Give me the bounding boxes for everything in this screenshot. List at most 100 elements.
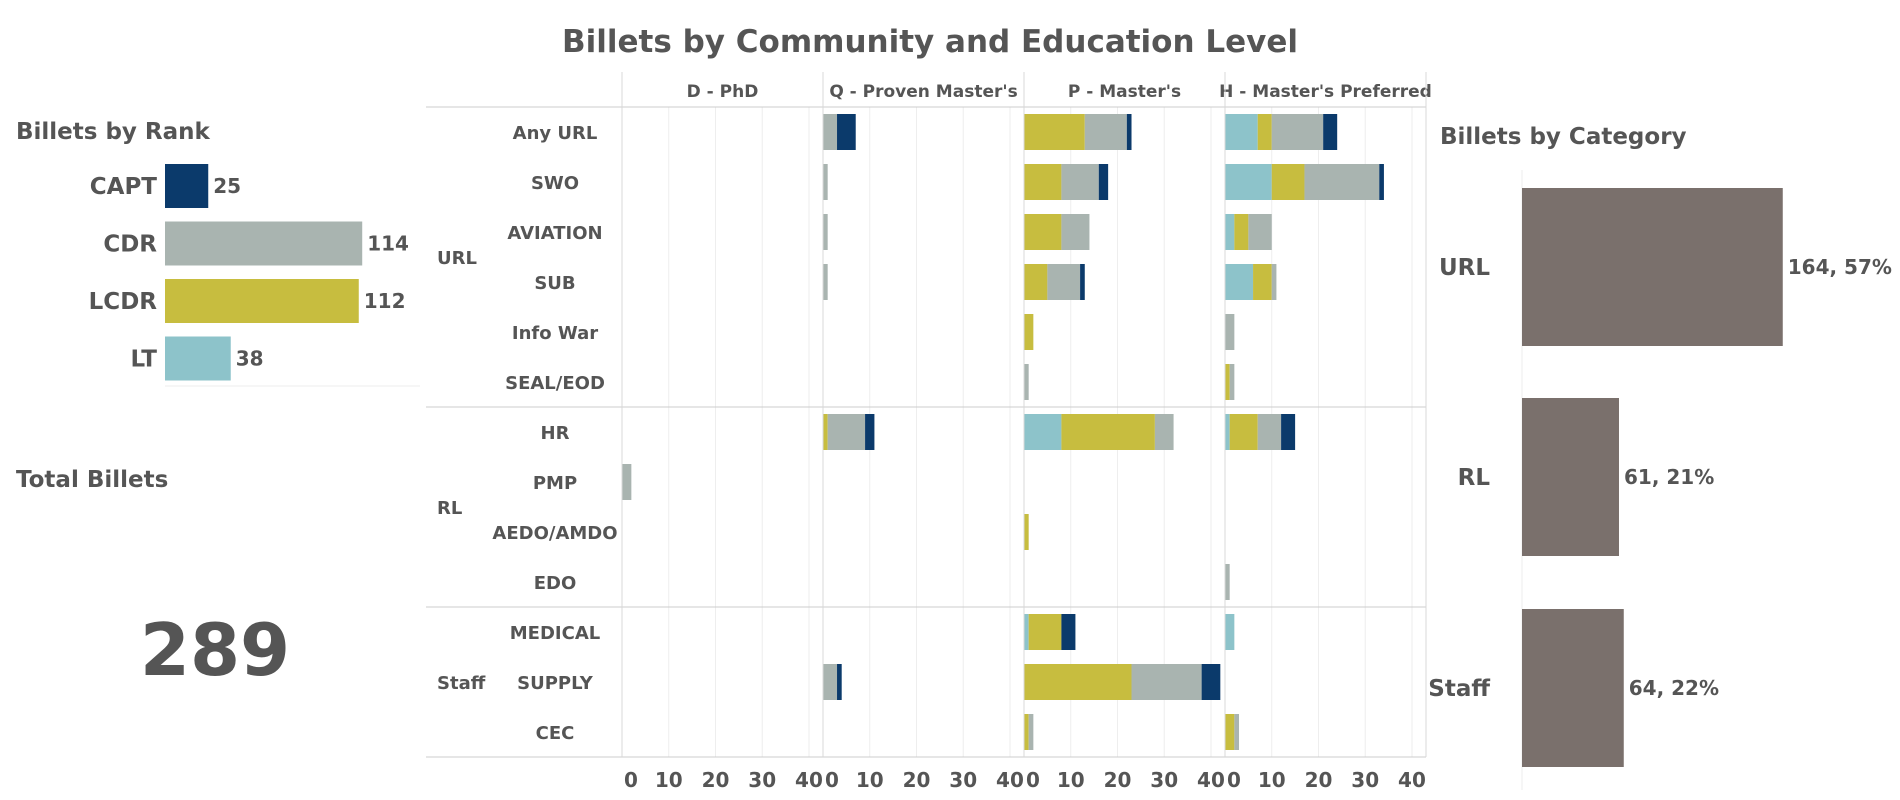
bar-segment-lcdr	[1024, 264, 1048, 300]
community-education-chart: D - PhD Q - Proven Master's P - Master's H …	[426, 72, 1432, 792]
bar-segment-capt	[1061, 614, 1076, 650]
bar-segment-cdr	[1271, 114, 1324, 150]
bar-segment-capt	[1080, 264, 1085, 300]
bar-segment-lcdr	[1024, 114, 1085, 150]
category-bar-staff	[1522, 609, 1624, 767]
bar-segment-cdr	[1084, 114, 1127, 150]
rank-chart: CAPT 25 CDR 114 LCDR 112 LT 38	[89, 164, 420, 387]
bar-segment-cdr	[1225, 314, 1235, 350]
bar-segment-cdr	[1257, 414, 1282, 450]
bar-segment-lcdr	[823, 414, 828, 450]
bar-segment-cdr	[1154, 414, 1174, 450]
category-value-url: 164, 57%	[1788, 255, 1892, 279]
bar-segment-lcdr	[1024, 314, 1034, 350]
bar-segment-cdr	[823, 214, 828, 250]
rank-label-capt: CAPT	[90, 174, 158, 200]
axis-tick-label: 40	[795, 768, 823, 792]
axis-tick-label: 30	[748, 768, 776, 792]
bar-segment-cdr	[1225, 564, 1230, 600]
bar-segment-cdr	[1271, 264, 1277, 300]
bar-segment-lcdr	[1061, 414, 1155, 450]
axis-tick-label: 10	[1057, 768, 1085, 792]
bar-segment-cdr	[823, 164, 828, 200]
axis-tick-label: 20	[903, 768, 931, 792]
axis-tick-label: 40	[1197, 768, 1225, 792]
total-billets-value: 289	[140, 608, 290, 692]
bar-segment-lcdr	[1234, 214, 1249, 250]
rank-panel-title: Billets by Rank	[16, 119, 211, 145]
group-label: RL	[437, 498, 462, 519]
rank-label-lt: LT	[130, 347, 157, 373]
axis-tick-label: 30	[1351, 768, 1379, 792]
row-label: SWO	[531, 173, 579, 194]
bar-segment-lt	[1225, 214, 1235, 250]
axis-tick-label: 10	[655, 768, 683, 792]
bar-segment-cdr	[1131, 664, 1202, 700]
axis-tick-label: 0	[825, 768, 839, 792]
axis-tick-label: 0	[1026, 768, 1040, 792]
bar-segment-capt	[837, 664, 842, 700]
bar-segment-lcdr	[1229, 414, 1258, 450]
rank-bar-lt	[165, 336, 231, 381]
category-label-rl: RL	[1458, 465, 1491, 491]
bar-segment-capt	[1126, 114, 1132, 150]
bar-segment-lt	[1024, 614, 1029, 650]
row-label: AVIATION	[507, 223, 602, 244]
row-label: HR	[541, 423, 570, 444]
category-label-staff: Staff	[1428, 676, 1490, 702]
bar-segment-lt	[1225, 264, 1254, 300]
bar-segment-lcdr	[1024, 164, 1062, 200]
bar-segment-cdr	[1061, 214, 1090, 250]
rank-value-capt: 25	[213, 174, 241, 198]
column-header-2: P - Master's	[1068, 82, 1181, 102]
row-label: Info War	[512, 323, 598, 344]
column-header-1: Q - Proven Master's	[829, 82, 1017, 102]
row-label: AEDO/AMDO	[492, 523, 617, 544]
rank-bar-capt	[165, 164, 209, 208]
bar-segment-cdr	[1304, 164, 1380, 200]
row-label: MEDICAL	[510, 623, 600, 644]
rank-bar-cdr	[165, 221, 363, 266]
rank-value-lt: 38	[236, 347, 264, 371]
axis-tick-label: 40	[1398, 768, 1426, 792]
bar-segment-cdr	[823, 264, 828, 300]
axis-tick-label: 0	[1227, 768, 1241, 792]
bar-segment-cdr	[823, 664, 838, 700]
row-label: Any URL	[513, 123, 598, 144]
row-label: SEAL/EOD	[505, 373, 605, 394]
bar-segment-lcdr	[1257, 114, 1272, 150]
bar-segment-cdr	[1234, 714, 1240, 750]
total-panel-title: Total Billets	[16, 467, 168, 493]
category-chart: URL 164, 57% RL 61, 21% Staff 64, 22%	[1428, 170, 1892, 790]
bar-segment-cdr	[1061, 164, 1099, 200]
bar-segment-lcdr	[1024, 514, 1029, 550]
bar-segment-cdr	[622, 464, 632, 500]
row-label: SUPPLY	[517, 673, 594, 694]
category-bar-url	[1522, 188, 1783, 346]
category-value-rl: 61, 21%	[1624, 465, 1714, 489]
bar-segment-capt	[1201, 664, 1221, 700]
bar-segment-lcdr	[1024, 214, 1062, 250]
bar-segment-cdr	[827, 414, 866, 450]
bar-segment-cdr	[1028, 714, 1034, 750]
axis-tick-label: 10	[1258, 768, 1286, 792]
category-bar-rl	[1522, 398, 1619, 556]
rank-label-cdr: CDR	[103, 232, 157, 258]
bar-segment-lcdr	[1024, 714, 1029, 750]
row-label: SUB	[534, 273, 575, 294]
bar-segment-lcdr	[1253, 264, 1272, 300]
category-value-staff: 64, 22%	[1629, 676, 1719, 700]
axis-tick-label: 20	[1305, 768, 1333, 792]
axis-tick-label: 20	[702, 768, 730, 792]
category-panel-title: Billets by Category	[1440, 124, 1687, 150]
bar-segment-lcdr	[1225, 714, 1235, 750]
axis-tick-label: 20	[1104, 768, 1132, 792]
bar-segment-capt	[1323, 114, 1338, 150]
bar-segment-cdr	[1047, 264, 1081, 300]
column-header-3: H - Master's Preferred	[1219, 82, 1432, 102]
group-label: URL	[437, 248, 477, 269]
bar-segment-capt	[1379, 164, 1384, 200]
rank-label-lcdr: LCDR	[89, 289, 158, 315]
bar-segment-lt	[1225, 414, 1230, 450]
rank-value-cdr: 114	[367, 232, 409, 256]
